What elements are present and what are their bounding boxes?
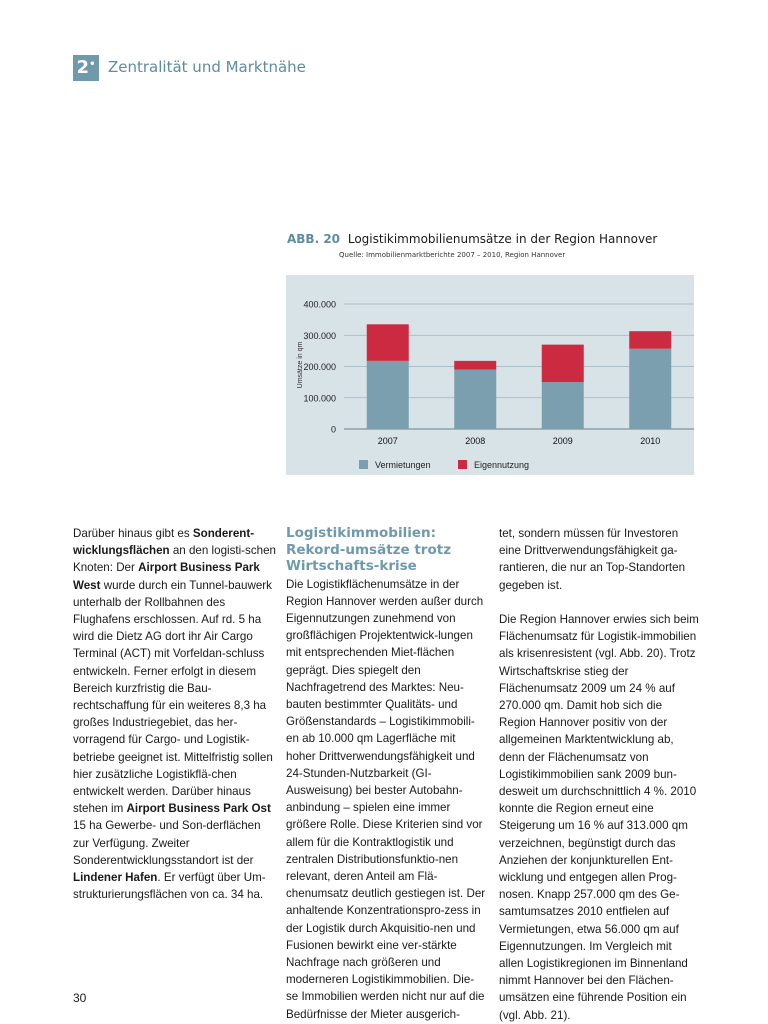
- text-column-2: Logistikimmobilien: Rekord-umsätze trotz…: [286, 525, 486, 1023]
- paragraph-krisenresistent: Die Region Hannover erwies sich beim Flä…: [499, 613, 699, 1022]
- bar-2007-vermietungen: [366, 360, 409, 429]
- legend-swatch: [458, 460, 467, 469]
- x-tick-label: 2008: [465, 436, 485, 446]
- bar-2008-eigennutzung: [454, 360, 497, 370]
- text-run: Darüber hinaus gibt es: [73, 527, 193, 540]
- chapter-dot: •: [89, 59, 96, 70]
- legend-label: Vermietungen: [375, 460, 431, 470]
- x-tick-label: 2010: [640, 436, 660, 446]
- bar-2008-vermietungen: [454, 369, 497, 429]
- bar-2007-eigennutzung: [366, 324, 409, 361]
- chapter-number: 2: [76, 57, 90, 78]
- text-column-3: tet, sondern müssen für Investoren eine …: [499, 525, 699, 1024]
- y-tick-label: 200.000: [303, 362, 336, 372]
- keyword-lindener-hafen: Lindener Hafen: [73, 871, 158, 885]
- legend-swatch: [359, 460, 368, 469]
- text-run: . Er verfügt über Um-strukturierungsfläc…: [73, 871, 266, 902]
- text-run: 15 ha Gewerbe- und Son-derflächen zur Ve…: [73, 819, 261, 867]
- chart-legend: Vermietungen Eigennutzung: [359, 460, 529, 470]
- figure-heading: ABB. 20 Logistikimmobilienumsätze in der…: [287, 232, 657, 246]
- paragraph-logistikflaechenumsaetze: Die Logistikflächenumsätze in der Region…: [286, 577, 486, 1021]
- paragraph-sonderentwicklung: Darüber hinaus gibt es Sonderent-wicklun…: [73, 525, 278, 903]
- x-tick-label: 2009: [553, 436, 573, 446]
- y-tick-label: 300.000: [303, 331, 336, 341]
- paragraph-gap: [499, 594, 699, 611]
- chapter-badge: 2•: [73, 55, 99, 81]
- keyword-airport-business-park-ost: Airport Business Park Ost: [126, 802, 271, 816]
- page-number: 30: [73, 991, 87, 1005]
- text-run: wurde durch ein Tunnel-bauwerk unterhalb…: [73, 578, 273, 816]
- y-axis-label: Umsätze in qm: [297, 341, 304, 388]
- figure-number: ABB. 20: [287, 232, 341, 246]
- bar-2010-eigennutzung: [629, 331, 672, 349]
- section-heading: Logistikimmobilien: Rekord-umsätze trotz…: [286, 525, 452, 574]
- y-tick-label: 0: [331, 425, 336, 435]
- stacked-bar-chart: 0 100.000 200.000 300.000 400.000 2007 2008 200…: [286, 275, 694, 475]
- keyword-airport-business-park-west: Airport Business Park West: [73, 561, 260, 592]
- chart-ticks: 0 100.000 200.000 300.000 400.000 2007 2008 200…: [303, 300, 660, 447]
- paragraph-investoren: tet, sondern müssen für Investoren eine …: [499, 527, 686, 592]
- text-run: an den logisti-schen Knoten: Der: [73, 544, 276, 575]
- legend-label: Eigennutzung: [474, 460, 529, 470]
- chapter-title: Zentralität und Marktnähe: [108, 58, 306, 76]
- text-column-1: Darüber hinaus gibt es Sonderent-wicklun…: [73, 525, 278, 903]
- chart-bars: [366, 324, 672, 429]
- figure-source: Quelle: Immobilienmarktberichte 2007 – 2…: [339, 251, 566, 259]
- figure-title: Logistikimmobilienumsätze in der Region …: [347, 232, 658, 246]
- bar-2010-vermietungen: [629, 348, 672, 429]
- bar-2009-vermietungen: [541, 382, 584, 429]
- bar-2009-eigennutzung: [541, 344, 584, 383]
- y-tick-label: 100.000: [303, 393, 336, 403]
- x-tick-label: 2007: [378, 436, 398, 446]
- y-tick-label: 400.000: [303, 300, 336, 310]
- keyword-sonderentwicklungsflaechen: Sonderent-wicklungsflächen: [73, 527, 255, 558]
